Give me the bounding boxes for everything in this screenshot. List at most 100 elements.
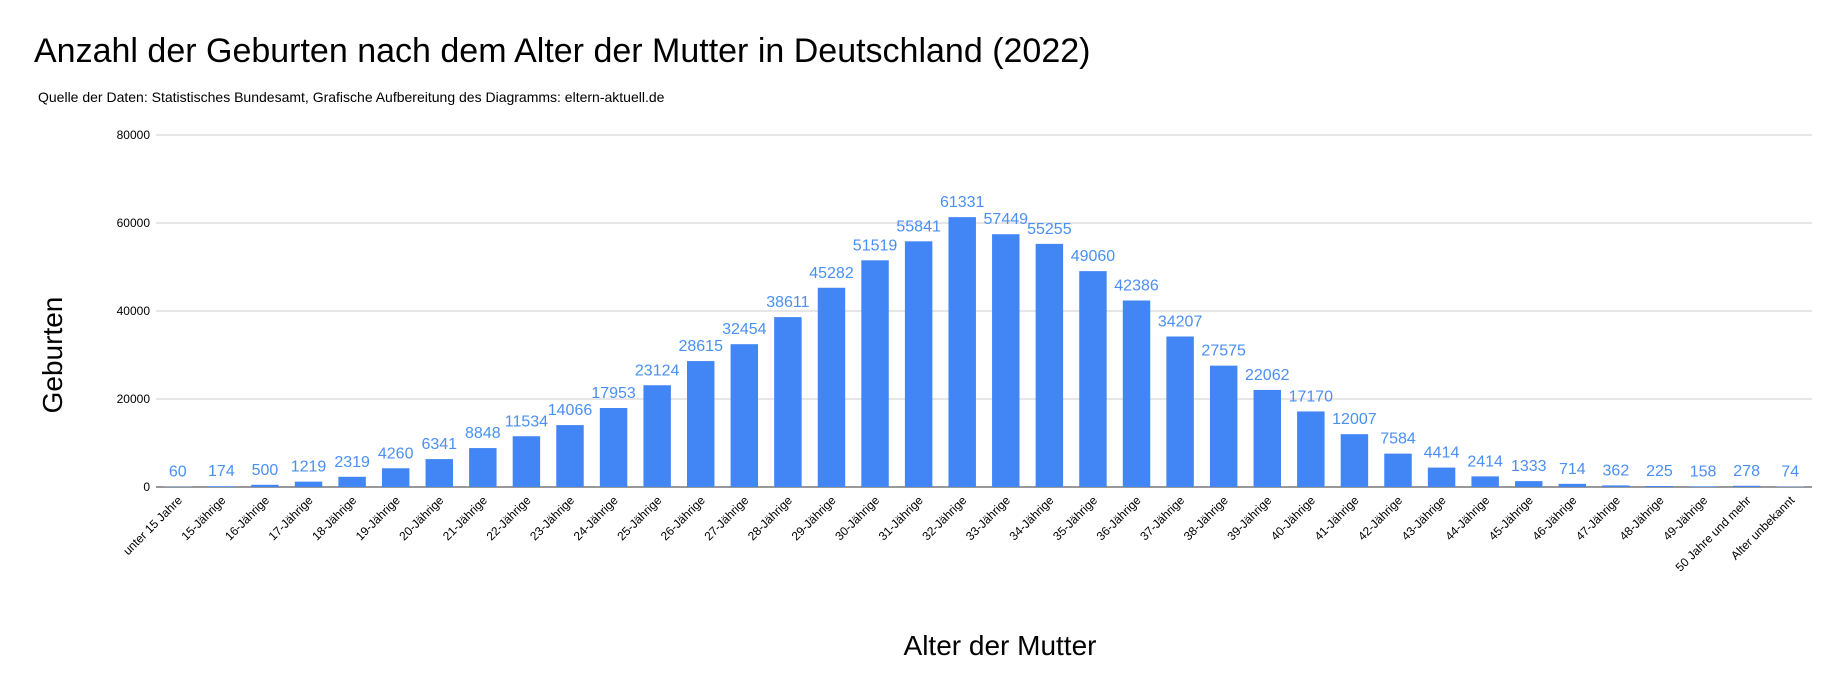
data-label: 4260 bbox=[378, 445, 414, 462]
data-label: 22062 bbox=[1245, 367, 1290, 384]
x-tick-label: 35-Jährige bbox=[1050, 493, 1100, 543]
x-tick-label: 19-Jährige bbox=[353, 493, 403, 543]
bar bbox=[1384, 453, 1412, 487]
data-label: 17170 bbox=[1289, 388, 1334, 405]
bar bbox=[643, 385, 671, 487]
bar bbox=[1253, 389, 1281, 487]
x-tick-label: 36-Jährige bbox=[1094, 493, 1144, 543]
data-label: 158 bbox=[1690, 463, 1717, 480]
x-tick-label: 20-Jährige bbox=[396, 493, 446, 543]
bar bbox=[1515, 481, 1543, 487]
x-tick-label: 41-Jährige bbox=[1312, 493, 1362, 543]
bar bbox=[1209, 365, 1238, 487]
data-label: 27575 bbox=[1201, 343, 1246, 360]
bar bbox=[1645, 486, 1674, 487]
data-label: 714 bbox=[1559, 461, 1586, 478]
x-tick-label: 34-Jährige bbox=[1006, 493, 1056, 543]
x-tick-label: 29-Jährige bbox=[789, 493, 839, 543]
bar bbox=[861, 260, 889, 487]
data-label: 362 bbox=[1603, 462, 1630, 479]
data-label: 1333 bbox=[1511, 458, 1547, 475]
bar bbox=[948, 217, 976, 487]
x-tick-label: 18-Jährige bbox=[309, 493, 359, 543]
bar bbox=[992, 234, 1020, 487]
data-label: 32454 bbox=[722, 321, 767, 338]
data-label: 51519 bbox=[853, 237, 898, 254]
bar bbox=[774, 317, 802, 487]
bar bbox=[1558, 483, 1587, 487]
x-tick-label: 25-Jährige bbox=[614, 493, 664, 543]
bar bbox=[904, 241, 933, 487]
x-tick-label: 32-Jährige bbox=[919, 493, 969, 543]
x-tick-label: 38-Jährige bbox=[1181, 493, 1231, 543]
data-label: 12007 bbox=[1332, 411, 1377, 428]
x-tick-label: 17-Jährige bbox=[266, 493, 316, 543]
data-label: 55255 bbox=[1027, 221, 1072, 238]
data-labels: 60 174 500 1219 2319426063418848115341406617… bbox=[169, 194, 1799, 481]
y-tick-label: 0 bbox=[143, 480, 150, 494]
x-tick-label: 27-Jährige bbox=[701, 493, 751, 543]
bar bbox=[1297, 411, 1325, 487]
x-tick-label: 37-Jährige bbox=[1137, 493, 1187, 543]
data-label: 1219 bbox=[291, 459, 327, 476]
x-tick-label: 50 Jahre und mehr bbox=[1673, 493, 1754, 574]
bar bbox=[556, 425, 584, 487]
data-label: 61331 bbox=[940, 194, 985, 211]
data-label: 2319 bbox=[334, 454, 370, 471]
data-label: 225 bbox=[1646, 463, 1673, 480]
y-axis-ticks: 0 20000 40000 60000 80000 bbox=[117, 128, 151, 494]
x-axis-title: Alter der Mutter bbox=[904, 630, 1097, 661]
data-label: 74 bbox=[1781, 464, 1799, 481]
chart-title: Anzahl der Geburten nach dem Alter der M… bbox=[34, 32, 1091, 70]
data-label: 57449 bbox=[984, 211, 1029, 228]
bar bbox=[1732, 485, 1761, 487]
y-tick-label: 80000 bbox=[117, 128, 151, 142]
bar bbox=[1602, 485, 1630, 487]
bar bbox=[1035, 243, 1064, 487]
bar bbox=[425, 459, 453, 487]
data-label: 60 bbox=[169, 464, 187, 481]
data-label: 7584 bbox=[1380, 431, 1416, 448]
data-label: 14066 bbox=[548, 402, 593, 419]
x-axis-ticks: unter 15 Jahre15-Jährige16-Jährige17-Jäh… bbox=[120, 493, 1798, 575]
y-axis-title: Geburten bbox=[37, 297, 68, 414]
x-tick-label: 44-Jährige bbox=[1442, 493, 1492, 543]
x-tick-label: 16-Jährige bbox=[222, 493, 272, 543]
data-label: 278 bbox=[1733, 463, 1760, 480]
gridlines bbox=[156, 134, 1812, 488]
data-label: 38611 bbox=[766, 294, 809, 311]
x-tick-label: 31-Jährige bbox=[876, 493, 926, 543]
x-tick-label: 42-Jährige bbox=[1355, 493, 1405, 543]
bar bbox=[1079, 271, 1107, 487]
chart-subtitle: Quelle der Daten: Statistisches Bundesam… bbox=[38, 89, 665, 105]
x-tick-label: 15-Jährige bbox=[178, 493, 228, 543]
x-tick-label: unter 15 Jahre bbox=[120, 493, 185, 558]
bar bbox=[381, 468, 410, 487]
data-label: 6341 bbox=[421, 436, 457, 453]
x-tick-label: 45-Jährige bbox=[1486, 493, 1536, 543]
bar bbox=[294, 481, 323, 487]
bar bbox=[338, 476, 366, 487]
data-label: 45282 bbox=[809, 265, 854, 282]
bar bbox=[1166, 336, 1194, 487]
bar bbox=[251, 484, 279, 487]
x-tick-label: 39-Jährige bbox=[1224, 493, 1274, 543]
bar bbox=[817, 287, 846, 487]
data-label: 174 bbox=[208, 463, 235, 480]
x-tick-label: 21-Jährige bbox=[440, 493, 490, 543]
y-tick-label: 20000 bbox=[117, 392, 151, 406]
data-label: 4414 bbox=[1424, 445, 1460, 462]
x-tick-label: 30-Jährige bbox=[832, 493, 882, 543]
bar bbox=[687, 361, 715, 487]
x-tick-label: 22-Jährige bbox=[484, 493, 534, 543]
data-label: 500 bbox=[252, 462, 279, 479]
x-tick-label: 40-Jährige bbox=[1268, 493, 1318, 543]
data-label: 11534 bbox=[505, 413, 548, 430]
data-label: 28615 bbox=[678, 338, 723, 355]
bar bbox=[207, 486, 236, 487]
data-label: 17953 bbox=[591, 385, 636, 402]
data-label: 42386 bbox=[1114, 278, 1159, 295]
x-tick-label: 24-Jährige bbox=[571, 493, 621, 543]
x-tick-label: 48-Jährige bbox=[1617, 493, 1667, 543]
x-tick-label: 46-Jährige bbox=[1529, 493, 1579, 543]
